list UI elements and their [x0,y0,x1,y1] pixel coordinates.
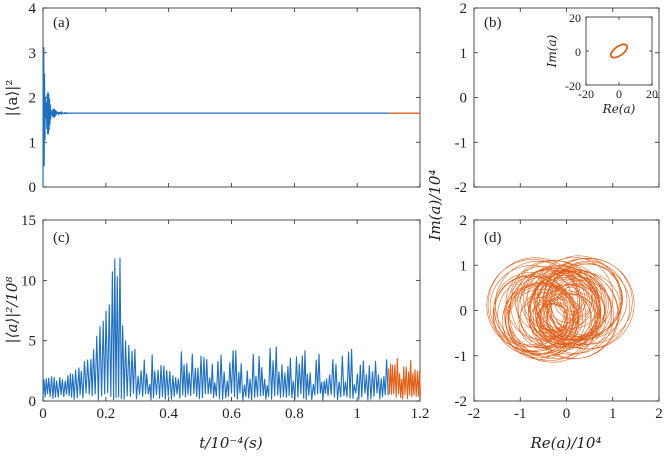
panel-a-ylabel: |⟨a⟩|² [3,80,21,117]
y-tick-label: 2 [460,1,468,17]
y-tick-label: 0 [29,394,37,410]
y-tick-label: 0 [575,45,581,59]
panel-c-xlabel: t/10⁻⁴(s) [199,434,263,452]
x-tick-label: 0 [616,87,622,101]
panel-d-series [486,255,635,363]
panel-a-frame [42,7,421,188]
panel-d-attractor [486,255,635,363]
panel-a-ticks: 0 1 2 3 4 [29,1,421,196]
inset-ylabel: Im(a) [545,34,559,68]
panel-c-ticks: 0 0.2 0.4 0.6 0.8 1 1.2 0 5 10 15 [21,213,429,422]
y-tick-label: -1 [455,135,468,151]
y-tick-label: -2 [455,394,468,410]
panel-d-label: (d) [484,230,502,246]
panel-a-series [42,46,420,188]
panel-b-inset: -20 0 20 -20 0 20 Re(a) Im(a) [545,11,658,116]
panel-c-steady-line [388,358,422,400]
y-tick-label: 1 [29,135,37,151]
panel-a-label: (a) [53,15,70,31]
panel-b: -2 -1 0 1 2 (b) -20 0 20 -20 0 20 Re(a) Im(a) [455,1,660,196]
x-tick-label: -20 [578,87,594,101]
x-tick-label: 0 [563,406,571,422]
y-tick-label: 3 [29,46,37,62]
y-tick-label: 5 [29,334,37,350]
panel-d-ticks: -2 -1 0 1 2 -2 -1 0 1 2 [455,213,663,422]
panel-d: -2 -1 0 1 2 -2 -1 0 1 2 (d) Re(a)/10⁴ [455,213,663,452]
y-tick-label: 15 [21,213,36,229]
x-tick-label: 2 [655,406,663,422]
inset-orbit [609,43,629,59]
panel-bd-ylabel: Im(a)/10⁴ [426,170,444,242]
y-tick-label: 10 [21,273,36,289]
panel-d-xlabel: Re(a)/10⁴ [530,434,602,452]
x-tick-label: 0.8 [285,406,304,422]
y-tick-label: 20 [569,11,581,25]
panel-a-transient-line [42,46,389,188]
x-tick-label: 20 [646,87,658,101]
y-tick-label: -20 [565,79,581,93]
inset-frame [585,16,653,86]
y-tick-label: 4 [29,1,37,17]
x-tick-label: 1 [353,406,361,422]
inset-xlabel: Re(a) [602,102,636,116]
y-tick-label: 2 [29,91,37,107]
x-tick-label: 0.4 [159,406,178,422]
x-tick-label: 0 [39,406,47,422]
panel-c: 0 0.2 0.4 0.6 0.8 1 1.2 0 5 10 15 (c) |⟨a⟩|²/10⁸ t… [3,213,429,452]
y-tick-label: 0 [29,180,37,196]
x-tick-label: 1.2 [411,406,430,422]
y-tick-label: 0 [460,91,468,107]
x-tick-label: -1 [514,406,527,422]
y-tick-label: 0 [460,304,468,320]
panel-a: 0 1 2 3 4 (a) |⟨a⟩|² [3,1,421,196]
panel-c-label: (c) [53,230,70,246]
x-tick-label: 0.2 [96,406,115,422]
panel-c-series [42,257,422,401]
y-tick-label: 1 [460,46,468,62]
y-tick-label: -2 [455,180,468,196]
x-tick-label: 0.6 [222,406,241,422]
inset-series [609,43,629,59]
y-tick-label: 1 [460,258,468,274]
inset-ticks: -20 0 20 -20 0 20 [565,11,658,101]
x-tick-label: 1 [609,406,617,422]
panel-b-ticks: -2 -1 0 1 2 [455,1,660,196]
x-tick-label: -2 [468,406,481,422]
y-tick-label: -1 [455,349,468,365]
panel-c-ylabel: |⟨a⟩|²/10⁸ [3,277,21,344]
y-tick-label: 2 [460,213,468,229]
panel-c-transient-line [42,257,389,401]
panel-b-label: (b) [484,15,502,31]
